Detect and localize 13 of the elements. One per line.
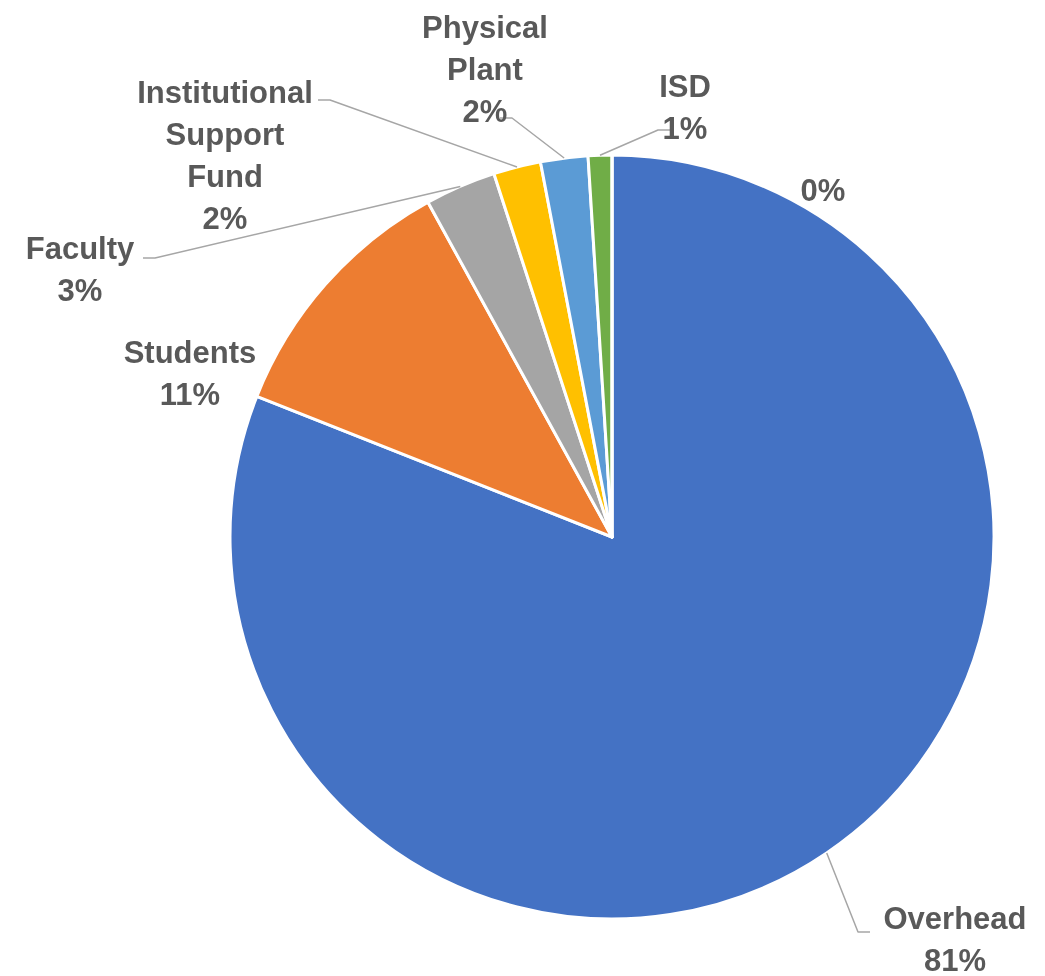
data-label: 2% <box>462 94 508 129</box>
slice-label: Overhead <box>883 901 1027 936</box>
data-label: 2% <box>202 201 248 236</box>
data-label: 3% <box>57 273 103 308</box>
data-label: 1% <box>662 111 708 146</box>
text: 0% <box>800 173 846 208</box>
slice-label: Students <box>123 335 257 370</box>
data-label: 11% <box>159 377 221 412</box>
data-label: 81% <box>923 943 987 976</box>
slice-label: Institutional Support Fund <box>137 75 313 194</box>
slice-label: ISD <box>659 69 711 104</box>
slice-label: Faculty <box>25 231 136 266</box>
slice-label: Physical Plant <box>422 10 548 87</box>
